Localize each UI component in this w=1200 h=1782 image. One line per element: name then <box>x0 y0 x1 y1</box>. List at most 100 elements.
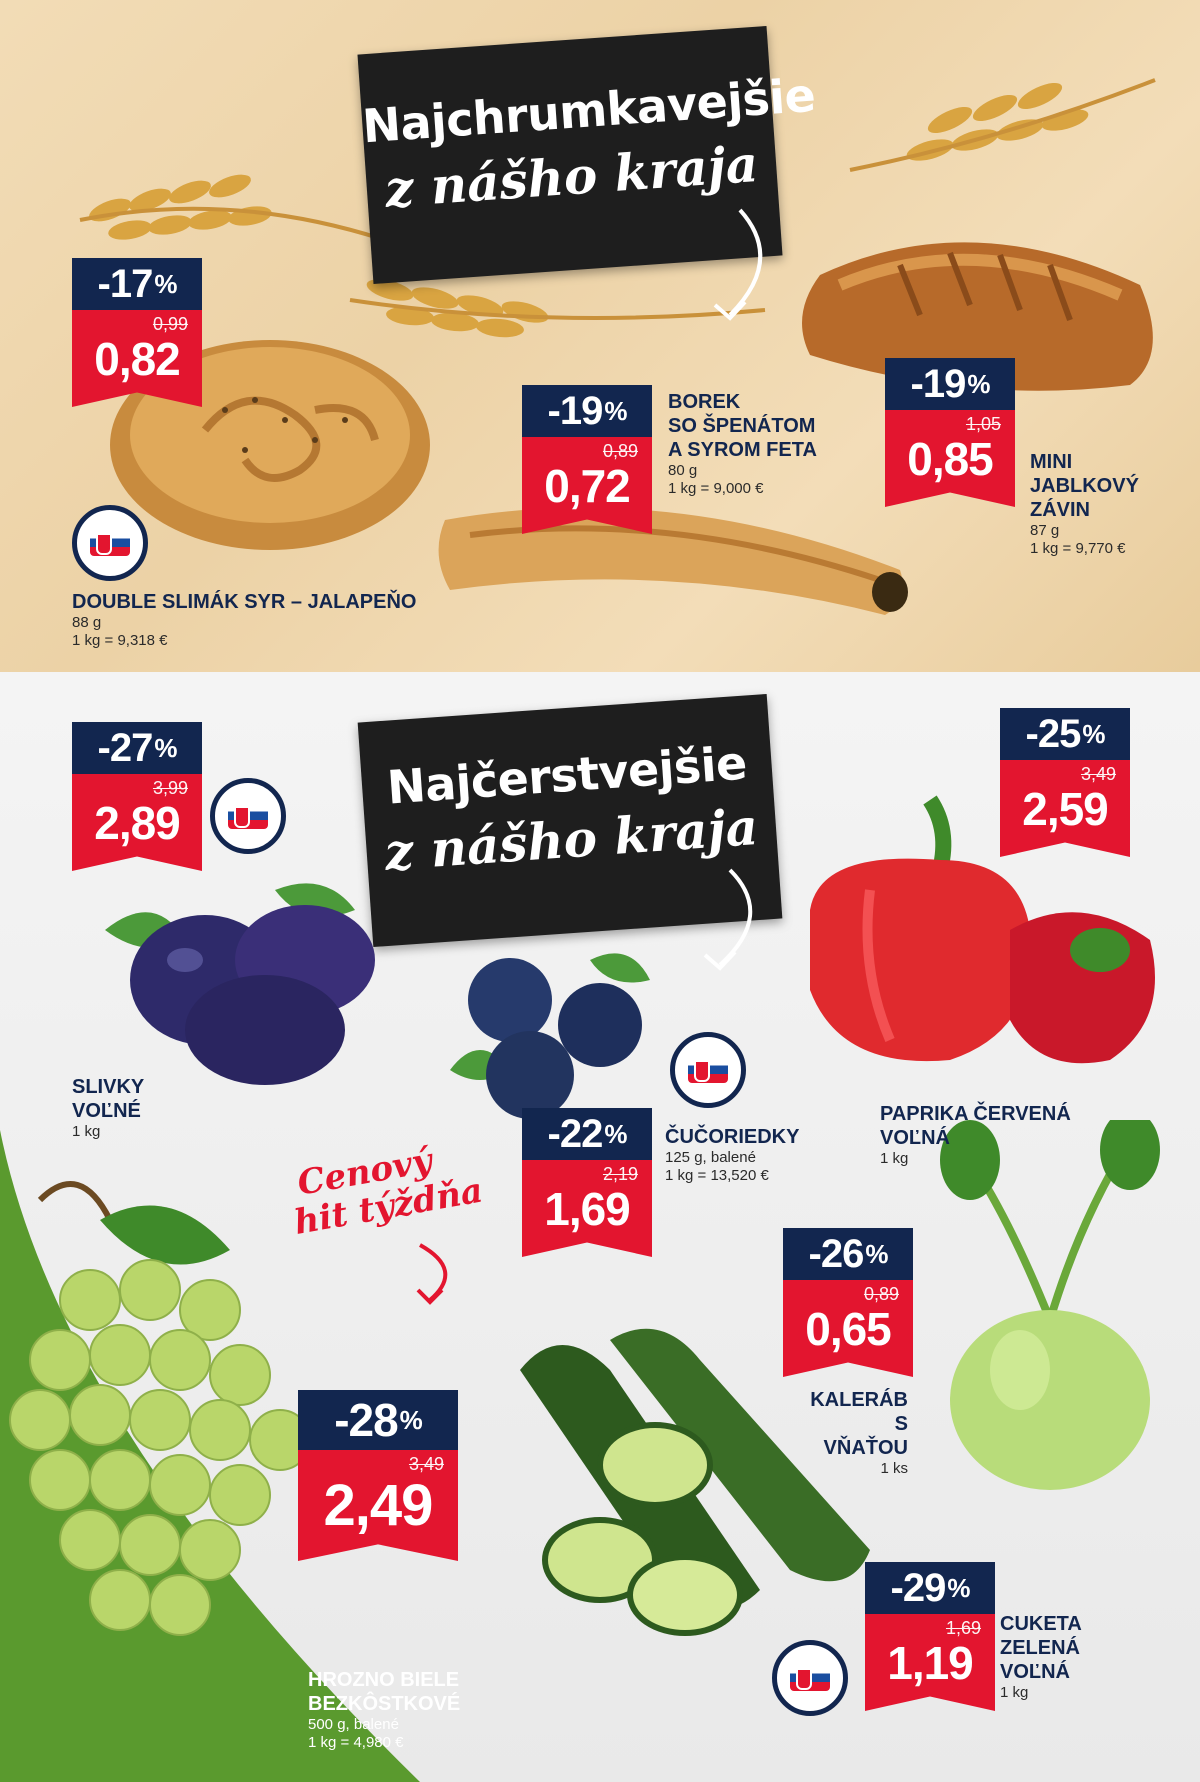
price-box: 2,19 1,69 <box>522 1160 652 1257</box>
product-name-line: S VŇAŤOU <box>823 1413 908 1459</box>
price-box: 0,99 0,82 <box>72 310 202 407</box>
arrow-icon <box>703 868 753 971</box>
borek-pastry-image <box>438 507 908 615</box>
price-badge-kohlrabi: -26% 0,89 0,65 <box>783 1228 913 1377</box>
price-box: 1,05 0,85 <box>885 410 1015 507</box>
new-price: 2,49 <box>323 1473 434 1538</box>
product-zucchini: CUKETA ZELENÁ VOĽNÁ 1 kg <box>1000 1612 1082 1702</box>
product-name-line: ZELENÁ <box>1000 1637 1080 1659</box>
price-badge-slimak: -17% 0,99 0,82 <box>72 258 202 407</box>
old-price: 0,89 <box>602 441 638 461</box>
product-weight: 1 kg <box>880 1150 909 1167</box>
product-name-line: ČUČORIEDKY <box>665 1126 800 1148</box>
product-name-line: MINI <box>1030 451 1073 473</box>
product-weight: 87 g <box>1030 522 1060 539</box>
product-name-line: SO ŠPENÁTOM <box>668 415 816 437</box>
price-badge-plums: -27% 3,99 2,89 <box>72 722 202 871</box>
product-blueberries: ČUČORIEDKY 125 g, balené 1 kg = 13,520 € <box>665 1125 799 1185</box>
product-weight: 1 kg <box>1000 1684 1029 1701</box>
discount-label: -28% <box>298 1390 458 1450</box>
old-price: 0,99 <box>152 314 188 334</box>
product-grapes: HROZNO BIELE BEZKÔSTKOVÉ 500 g, balené 1… <box>308 1668 460 1752</box>
price-box: 1,69 1,19 <box>865 1614 995 1711</box>
new-price: 0,65 <box>805 1303 892 1355</box>
new-price: 0,85 <box>907 433 994 485</box>
old-price: 0,89 <box>863 1284 899 1304</box>
product-name-line: VOĽNÁ <box>880 1127 950 1149</box>
product-unit-price: 1 kg = 9,318 € <box>72 632 168 649</box>
price-box: 0,89 0,72 <box>522 437 652 534</box>
product-kohlrabi: KALERÁB S VŇAŤOU 1 ks <box>808 1388 908 1478</box>
product-unit-price: 1 kg = 13,520 € <box>665 1167 769 1184</box>
wheat-icon <box>849 78 1156 172</box>
new-price: 2,59 <box>1022 783 1109 835</box>
product-plums: SLIVKY VOĽNÉ 1 kg <box>72 1075 144 1141</box>
product-name-line: SLIVKY <box>72 1076 145 1098</box>
discount-label: -26% <box>783 1228 913 1280</box>
slovak-product-logo-icon <box>670 1032 746 1108</box>
product-unit-price: 1 kg = 4,980 € <box>308 1734 404 1751</box>
arrow-icon <box>713 208 763 321</box>
zucchini-image <box>520 1328 870 1636</box>
product-weight: 1 ks <box>880 1460 908 1477</box>
price-badge-blueberries: -22% 2,19 1,69 <box>522 1108 652 1257</box>
blueberries-image <box>450 953 650 1119</box>
product-name-line: PAPRIKA ČERVENÁ <box>880 1103 1071 1125</box>
grapes-image <box>9 1181 311 1636</box>
discount-label: -17% <box>72 258 202 310</box>
zavin-pastry-image <box>802 242 1153 391</box>
old-price: 2,19 <box>602 1164 638 1184</box>
product-name-line: JABLKOVÝ <box>1030 475 1139 497</box>
wheat-icon <box>349 279 766 338</box>
price-badge-peppers: -25% 3,49 2,59 <box>1000 708 1130 857</box>
product-weight: 500 g, balené <box>308 1716 399 1733</box>
new-price: 2,89 <box>94 797 181 849</box>
product-weight: 80 g <box>668 462 698 479</box>
product-zavin: MINI JABLKOVÝ ZÁVIN 87 g 1 kg = 9,770 € <box>1030 450 1139 558</box>
product-name-line: BEZKÔSTKOVÉ <box>308 1693 461 1715</box>
product-name-line: CUKETA <box>1000 1613 1082 1635</box>
old-price: 1,05 <box>965 414 1001 434</box>
price-badge-grapes: -28% 3,49 2,49 <box>298 1390 458 1561</box>
red-peppers-image <box>810 795 1155 1064</box>
product-slimak: DOUBLE SLIMÁK SYR – JALAPEŇO 88 g 1 kg =… <box>72 590 416 650</box>
product-name-line: VOĽNÁ <box>1000 1661 1070 1683</box>
old-price: 3,49 <box>408 1454 444 1474</box>
new-price: 0,82 <box>94 333 181 385</box>
kohlrabi-image <box>940 1120 1160 1490</box>
price-badge-zucchini: -29% 1,69 1,19 <box>865 1562 995 1711</box>
old-price: 1,69 <box>945 1618 981 1638</box>
product-name-line: A SYROM FETA <box>668 439 817 461</box>
new-price: 1,19 <box>887 1637 974 1689</box>
discount-label: -29% <box>865 1562 995 1614</box>
product-unit-price: 1 kg = 9,770 € <box>1030 540 1126 557</box>
product-name-line: ZÁVIN <box>1030 499 1090 521</box>
discount-label: -25% <box>1000 708 1130 760</box>
slovak-product-logo-icon <box>72 505 148 581</box>
product-name-line: KALERÁB <box>810 1389 908 1411</box>
product-name-line: BOREK <box>668 391 741 413</box>
price-box: 3,49 2,59 <box>1000 760 1130 857</box>
price-box: 3,99 2,89 <box>72 774 202 871</box>
product-weight: 125 g, balené <box>665 1149 756 1166</box>
discount-label: -19% <box>885 358 1015 410</box>
plums-image <box>105 883 375 1085</box>
wheat-icon <box>79 174 386 242</box>
slovak-product-logo-icon <box>210 778 286 854</box>
product-unit-price: 1 kg = 9,000 € <box>668 480 764 497</box>
new-price: 1,69 <box>544 1183 631 1235</box>
product-borek: BOREK SO ŠPENÁTOM A SYROM FETA 80 g 1 kg… <box>668 390 817 498</box>
product-name-line: HROZNO BIELE <box>308 1669 460 1691</box>
product-name-line: VOĽNÉ <box>72 1100 141 1122</box>
discount-label: -19% <box>522 385 652 437</box>
discount-label: -22% <box>522 1108 652 1160</box>
new-price: 0,72 <box>544 460 631 512</box>
discount-label: -27% <box>72 722 202 774</box>
product-name: DOUBLE SLIMÁK SYR – JALAPEŇO <box>72 591 417 613</box>
old-price: 3,99 <box>152 778 188 798</box>
arrow-icon <box>416 1243 448 1305</box>
slovak-product-logo-icon <box>772 1640 848 1716</box>
bakery-section: Najchrumkavejšie z nášho kraja -17% 0,99… <box>0 0 1200 672</box>
old-price: 3,49 <box>1080 764 1116 784</box>
price-badge-borek: -19% 0,89 0,72 <box>522 385 652 534</box>
